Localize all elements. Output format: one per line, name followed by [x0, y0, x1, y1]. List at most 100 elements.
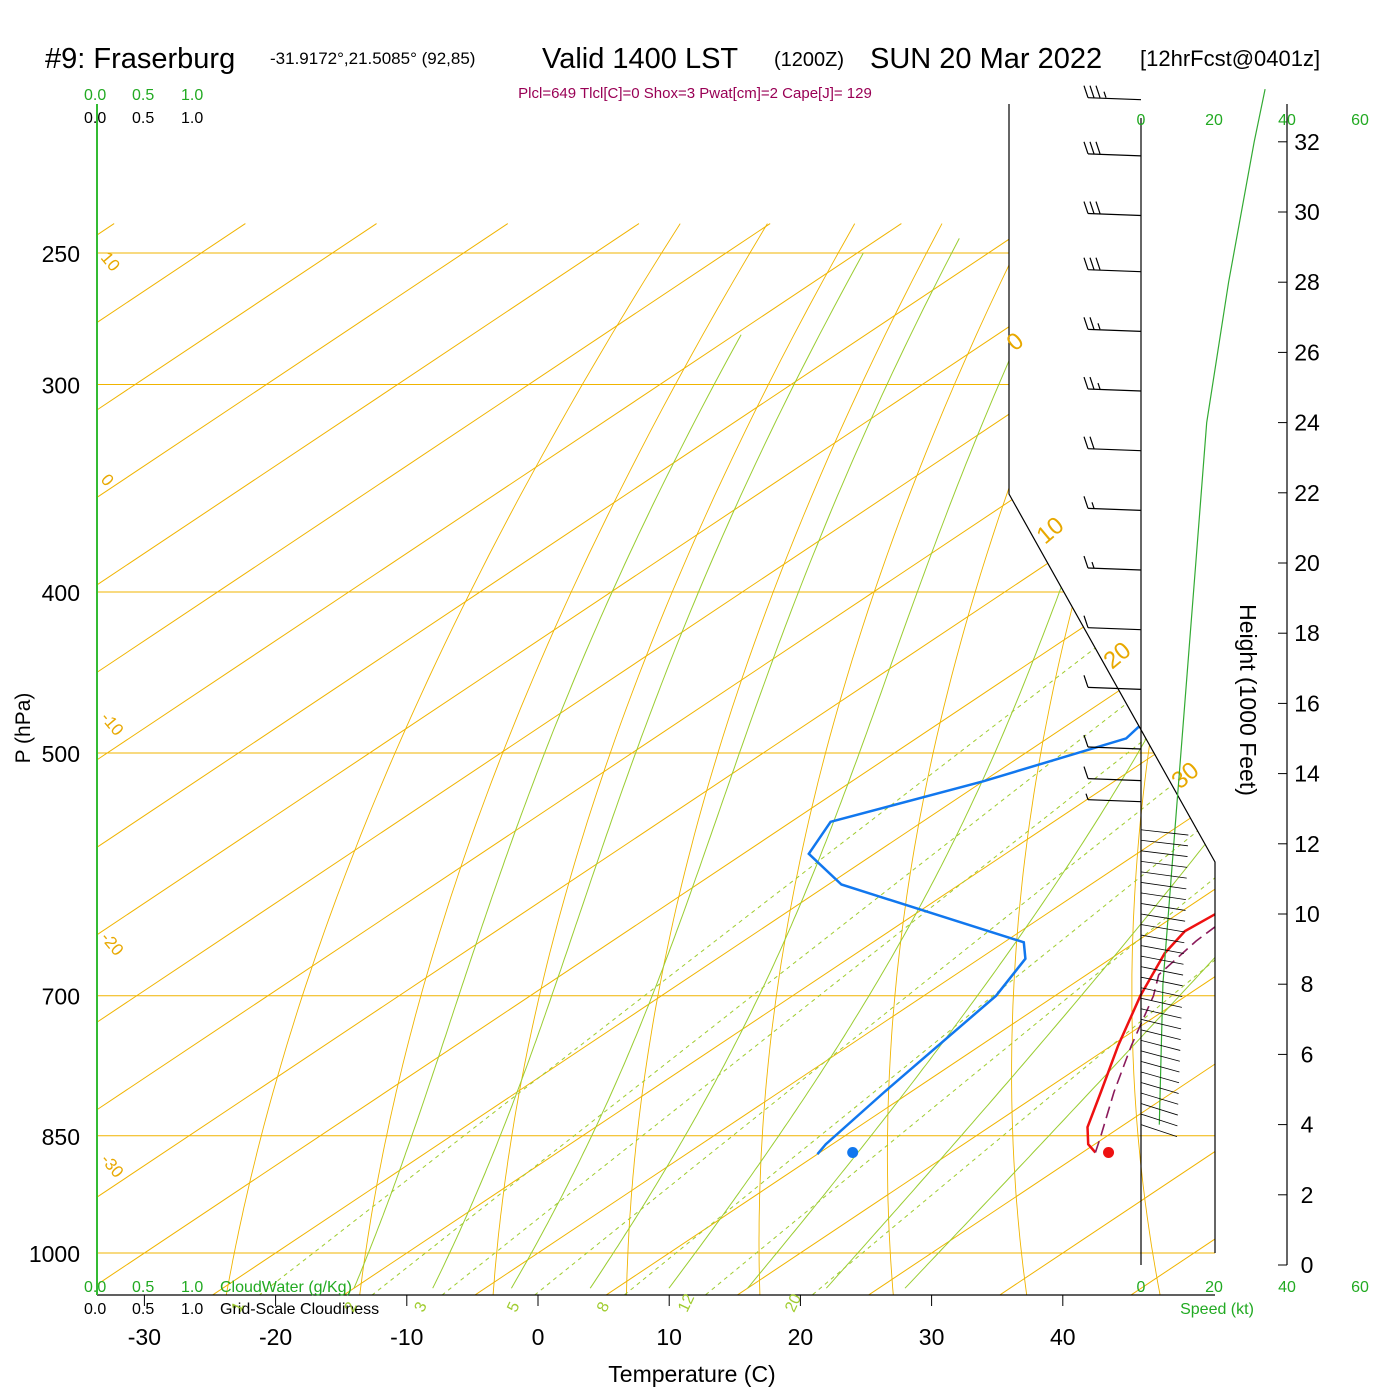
- speed-top-tick-1: 20: [1205, 112, 1223, 129]
- low-level-wind-barb: [1140, 934, 1185, 944]
- top-black-scale-1: 0.5: [132, 110, 154, 127]
- height-tick-label: 10: [1294, 901, 1320, 927]
- isotherm-label-left: 0: [97, 470, 118, 489]
- speed-bottom-tick-0: 0: [1137, 1279, 1146, 1296]
- low-level-wind-barb: [1140, 1061, 1180, 1073]
- low-level-wind-barb: [1140, 1103, 1178, 1116]
- low-level-wind-barb: [1140, 1029, 1181, 1041]
- low-level-wind-barb: [1140, 976, 1183, 987]
- height-tick-label: 26: [1294, 339, 1320, 365]
- moist-adiabat-line: [353, 334, 742, 1289]
- height-tick-label: 32: [1294, 129, 1320, 155]
- wind-barb-flag-10kt: [1089, 257, 1095, 270]
- top-green-scale-1: 0.5: [132, 87, 154, 104]
- wind-barb: [1083, 257, 1142, 273]
- dry-adiabat-line: [758, 223, 1030, 1295]
- moist-adiabat-line: [510, 238, 960, 1289]
- height-tick-label: 18: [1294, 620, 1320, 646]
- wind-barb-shaft: [1087, 799, 1142, 803]
- wind-barb-shaft: [1087, 778, 1142, 782]
- wind-barb-flag-10kt: [1083, 675, 1089, 688]
- x-tick-label: -10: [390, 1324, 423, 1350]
- height-tick-label: 6: [1301, 1041, 1314, 1067]
- sounding-parameters: Plcl=649 Tlcl[C]=0 Shox=3 Pwat[cm]=2 Cap…: [518, 85, 872, 102]
- low-level-wind-barb: [1140, 882, 1187, 890]
- isotherm-label-left: -30: [97, 1150, 127, 1181]
- cloudwater-label: CloudWater (g/Kg): [220, 1279, 352, 1296]
- wind-barb-shaft: [1087, 567, 1142, 571]
- low-level-wind-barb: [1140, 945, 1184, 954]
- pressure-tick-label: 500: [42, 741, 80, 767]
- height-tick-label: 24: [1294, 410, 1320, 436]
- dry-adiabat-line: [491, 223, 856, 1295]
- isotherm-label-right: 30: [1167, 757, 1205, 795]
- moist-adiabat-line: [589, 238, 1066, 1289]
- wind-barb-flag-10kt: [1083, 141, 1089, 155]
- wind-barb-flag-10kt: [1095, 85, 1101, 98]
- dewpoint-profile: [807, 257, 1215, 1156]
- bottom-black-scale-1: 0.5: [132, 1301, 154, 1318]
- x-tick-label: 10: [656, 1324, 682, 1350]
- wind-barb-shaft: [1087, 627, 1142, 631]
- wind-barb-flag-10kt: [1089, 85, 1095, 98]
- low-level-wind-barb: [1140, 903, 1186, 911]
- wind-barb-flag-10kt: [1089, 141, 1095, 155]
- pressure-tick-label: 300: [42, 373, 80, 399]
- low-level-wind-barb: [1140, 1050, 1180, 1062]
- wind-barb-shaft: [1087, 448, 1142, 452]
- isotherm-line: [97, 223, 640, 1295]
- bottom-green-scale-0: 0.0: [84, 1279, 106, 1296]
- wind-barb: [1083, 675, 1142, 690]
- low-level-wind-barb: [1140, 1113, 1178, 1127]
- isotherm-label-left: 10: [97, 248, 124, 275]
- isotherm-line: [97, 223, 1215, 1295]
- mixing-ratio-line: [599, 609, 1215, 1295]
- height-tick-label: 8: [1301, 971, 1314, 997]
- isotherm-label-right: 20: [1099, 637, 1137, 675]
- wind-barb: [1083, 766, 1142, 782]
- wind-barb-flag-10kt: [1083, 436, 1089, 449]
- cloudiness-label: Grid-Scale Cloudiness: [220, 1301, 379, 1318]
- height-tick-label: 14: [1294, 761, 1320, 787]
- low-level-wind-barb: [1140, 871, 1187, 879]
- dry-adiabat-line: [222, 223, 681, 1295]
- low-level-wind-barb: [1140, 924, 1185, 933]
- wind-barb-flag-10kt: [1083, 257, 1089, 270]
- mixing-ratio-line: [680, 609, 1215, 1295]
- wind-barb-flag-10kt: [1083, 317, 1089, 330]
- wind-barb-flag-5kt: [1097, 382, 1101, 390]
- low-level-wind-barb: [1140, 1092, 1179, 1105]
- mixing-ratio-label: 5: [504, 1300, 523, 1315]
- isotherm-line: [97, 223, 771, 1295]
- wind-barb-flag-10kt: [1083, 615, 1089, 628]
- wind-barb-shaft: [1087, 212, 1142, 217]
- height-tick-label: 20: [1294, 550, 1320, 576]
- wind-barb: [1083, 141, 1142, 157]
- wind-barb-flag-10kt: [1083, 496, 1089, 509]
- dry-adiabat-line: [1131, 223, 1215, 1295]
- top-black-scale-0: 0.0: [84, 110, 106, 127]
- x-axis-title: Temperature (C): [608, 1361, 775, 1387]
- height-tick-label: 28: [1294, 269, 1320, 295]
- wind-barb: [1083, 615, 1142, 631]
- wind-speed-profile: [1158, 88, 1266, 1125]
- wind-barb: [1083, 555, 1142, 571]
- isotherm-line: [444, 223, 1215, 1295]
- isotherm-line: [313, 223, 1215, 1295]
- wind-barb-flag-10kt: [1083, 85, 1089, 98]
- height-axis-title: Height (1000 Feet): [1235, 604, 1261, 796]
- x-tick-label: 40: [1050, 1324, 1076, 1350]
- low-level-wind-barb: [1140, 955, 1184, 965]
- bottom-green-scale-2: 1.0: [181, 1279, 203, 1296]
- isotherm-line: [97, 223, 377, 1295]
- wind-barb-flag-10kt: [1083, 555, 1089, 569]
- wind-barb-shaft: [1087, 746, 1142, 750]
- wind-barb: [1083, 201, 1142, 217]
- surface-temperature-marker: [1103, 1147, 1115, 1159]
- x-tick-label: 0: [532, 1324, 545, 1350]
- surface-dewpoint-marker: [847, 1147, 859, 1159]
- wind-barb-flag-10kt: [1089, 436, 1095, 449]
- low-level-wind-barb: [1140, 1082, 1179, 1094]
- wind-barb-shaft: [1087, 507, 1142, 511]
